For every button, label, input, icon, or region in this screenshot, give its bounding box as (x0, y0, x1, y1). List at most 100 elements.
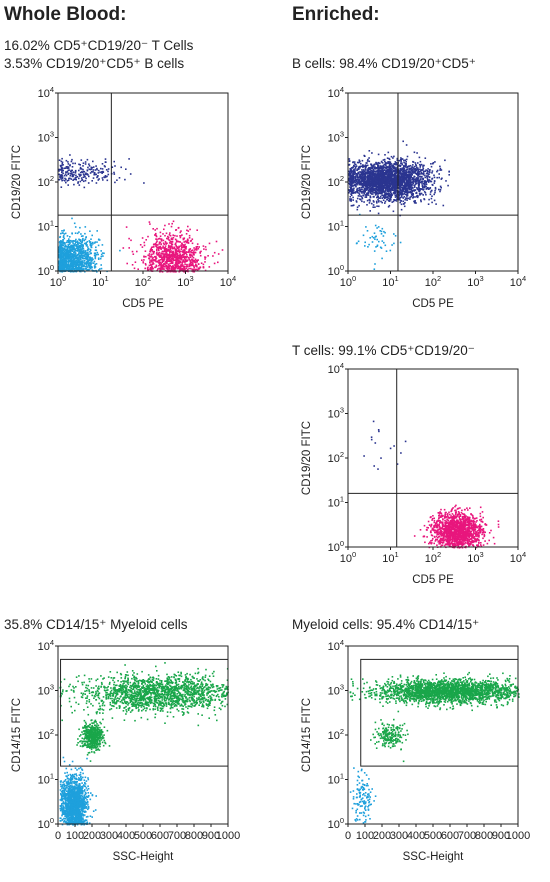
data-point (69, 255, 71, 258)
data-point (169, 250, 171, 253)
data-point (150, 247, 152, 250)
data-point (372, 169, 375, 171)
data-point (352, 182, 355, 184)
data-point (94, 169, 97, 171)
data-point (378, 168, 380, 170)
data-point (352, 192, 355, 194)
data-point (159, 261, 162, 264)
data-point (417, 168, 420, 171)
data-point (389, 193, 392, 195)
data-point (369, 181, 371, 184)
data-point (429, 191, 432, 193)
data-point (404, 175, 406, 178)
data-point (65, 251, 67, 254)
data-point (166, 265, 168, 267)
data-point (204, 246, 207, 248)
data-point (374, 166, 376, 168)
data-point (366, 160, 369, 162)
data-point (76, 257, 78, 260)
data-point (101, 172, 103, 174)
data-point (404, 201, 406, 204)
data-point (183, 250, 185, 252)
data-point (349, 198, 351, 200)
data-point (197, 247, 200, 250)
data-point (100, 267, 103, 270)
data-point (69, 248, 71, 250)
data-point (448, 170, 450, 173)
data-point (164, 253, 167, 256)
data-point (82, 245, 84, 247)
data-point (354, 169, 356, 172)
data-point (81, 253, 83, 256)
data-point (60, 269, 63, 271)
data-point (61, 271, 63, 273)
data-point (62, 232, 64, 234)
data-point (377, 167, 379, 169)
data-point (377, 212, 380, 215)
data-point (403, 196, 406, 198)
data-point (150, 267, 153, 269)
data-point (407, 184, 410, 187)
data-point (407, 174, 410, 177)
data-point (185, 265, 188, 268)
data-point (405, 158, 408, 161)
data-point (424, 183, 426, 185)
data-point (63, 174, 66, 177)
data-point (376, 238, 378, 241)
data-point (401, 170, 404, 173)
data-point (377, 171, 379, 173)
data-point (349, 199, 351, 202)
data-point (422, 166, 424, 168)
data-point (71, 260, 74, 263)
data-point (59, 164, 62, 167)
data-point (188, 251, 190, 253)
data-point (414, 162, 417, 164)
data-point (172, 220, 175, 223)
data-point (72, 268, 74, 271)
data-point (356, 208, 359, 211)
data-point (95, 173, 97, 176)
data-point (366, 162, 368, 164)
data-point (388, 198, 391, 201)
data-point (371, 166, 373, 169)
data-point (86, 258, 89, 260)
data-point (67, 184, 69, 186)
data-point (171, 222, 173, 225)
data-point (208, 242, 211, 245)
data-point (419, 193, 421, 195)
data-point (75, 245, 77, 247)
data-point (162, 242, 165, 244)
data-point (177, 267, 180, 270)
data-point (352, 180, 354, 183)
data-point (375, 235, 377, 238)
data-point (193, 266, 195, 269)
data-point (386, 162, 389, 164)
data-point (415, 180, 418, 182)
data-point (78, 177, 80, 180)
data-point (418, 182, 420, 185)
data-point (370, 187, 372, 190)
data-point (378, 200, 380, 202)
data-point (439, 169, 441, 171)
data-point (386, 176, 389, 179)
data-point (183, 270, 185, 273)
data-point (420, 178, 422, 180)
data-point (77, 242, 79, 245)
data-point (134, 261, 137, 263)
data-point (82, 252, 84, 254)
data-point (179, 268, 182, 271)
data-point (94, 254, 97, 257)
data-point (400, 160, 402, 163)
data-point (83, 260, 86, 262)
data-point (104, 175, 107, 177)
data-point (416, 166, 418, 169)
data-point (92, 166, 95, 168)
data-point (387, 182, 389, 184)
data-point (372, 171, 374, 174)
data-point (173, 254, 176, 256)
data-point (413, 202, 416, 204)
data-point (79, 166, 82, 169)
data-point (71, 250, 74, 252)
data-point (414, 169, 417, 172)
data-point (359, 183, 362, 186)
